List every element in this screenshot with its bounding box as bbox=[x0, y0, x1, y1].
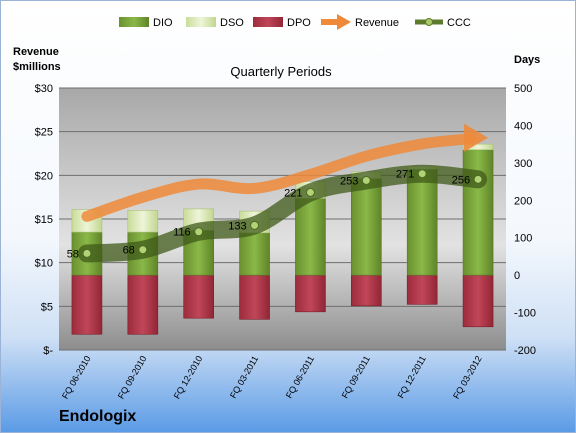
bar-dpo bbox=[295, 274, 326, 313]
right-tick-label: 500 bbox=[514, 83, 532, 95]
ccc-data-label: 271 bbox=[396, 169, 414, 181]
revenue-line bbox=[81, 133, 476, 222]
right-tick-label: 300 bbox=[514, 158, 532, 170]
left-tick-label: $30 bbox=[35, 83, 53, 95]
ccc-point bbox=[361, 175, 371, 185]
right-tick-label: -100 bbox=[514, 308, 536, 320]
x-axis: FQ 06-2010 FQ 09-2010 FQ 12-2010 FQ 03-2011… bbox=[60, 354, 484, 401]
bar-dpo bbox=[406, 274, 438, 305]
legend-label-dio: DIO bbox=[153, 17, 173, 29]
bar-dio bbox=[406, 168, 438, 276]
bar-dpo bbox=[183, 274, 214, 319]
right-axis-title: Days bbox=[514, 54, 540, 66]
x-tick-label: FQ 03-2012 bbox=[451, 354, 484, 401]
x-tick-label: FQ 09-2011 bbox=[340, 354, 372, 400]
right-axis: -200 -100 0 100 200 300 400 500 bbox=[514, 83, 536, 357]
bar-dpo bbox=[71, 274, 103, 335]
left-tick-label: $5 bbox=[41, 301, 53, 313]
bar-dio bbox=[239, 232, 270, 276]
revenue-series bbox=[81, 123, 489, 222]
ccc-data-label: 58 bbox=[67, 248, 79, 260]
left-axis-title-line1: Revenue bbox=[13, 46, 59, 58]
right-tick-label: 0 bbox=[514, 270, 520, 282]
bar-dpo bbox=[239, 274, 270, 320]
left-tick-label: $25 bbox=[35, 127, 53, 139]
bar-dso bbox=[462, 143, 494, 151]
bar-dpo bbox=[462, 274, 494, 328]
x-tick-label: FQ 12-2011 bbox=[396, 354, 428, 400]
company-name: Endologix bbox=[59, 408, 136, 425]
bar-dio bbox=[351, 178, 382, 276]
ccc-point bbox=[473, 174, 483, 184]
legend-label-dpo: DPO bbox=[287, 17, 311, 29]
bar-dpo bbox=[127, 274, 159, 335]
left-tick-label: $15 bbox=[35, 214, 53, 226]
ccc-data-label: 256 bbox=[452, 174, 470, 186]
bar-dpo bbox=[351, 274, 382, 307]
revenue-arrowhead bbox=[464, 123, 489, 152]
ccc-data-label: 221 bbox=[284, 187, 302, 199]
legend: DIO DSO DPO Revenue CCC bbox=[119, 14, 471, 30]
legend-swatch-dpo bbox=[253, 17, 283, 27]
ccc-point bbox=[417, 169, 427, 179]
legend-swatch-ccc bbox=[415, 18, 443, 26]
right-tick-label: 200 bbox=[514, 195, 532, 207]
ccc-point bbox=[82, 248, 92, 258]
right-tick-label: 100 bbox=[514, 233, 532, 245]
ccc-point bbox=[138, 245, 148, 255]
legend-label-revenue: Revenue bbox=[355, 17, 399, 29]
chart-title: Quarterly Periods bbox=[230, 64, 332, 79]
ccc-data-label: 116 bbox=[173, 227, 191, 239]
right-tick-label: 400 bbox=[514, 120, 532, 132]
bars bbox=[71, 143, 494, 335]
legend-swatch-revenue bbox=[321, 14, 351, 30]
legend-label-dso: DSO bbox=[220, 17, 244, 29]
x-tick-label: FQ 12-2010 bbox=[172, 354, 205, 401]
legend-swatch-dso bbox=[186, 17, 216, 27]
right-tick-label: -200 bbox=[514, 345, 536, 357]
ccc-line bbox=[77, 164, 488, 263]
ccc-point bbox=[250, 220, 260, 230]
legend-label-ccc: CCC bbox=[447, 17, 471, 29]
x-tick-label: FQ 06-2010 bbox=[60, 354, 93, 401]
ccc-series: 58 68 116 133 221 253 271 256 bbox=[67, 164, 488, 263]
ccc-point bbox=[305, 187, 315, 197]
ccc-point bbox=[194, 227, 204, 237]
x-tick-label: FQ 03-2011 bbox=[228, 354, 260, 400]
left-axis-title-line2: $millions bbox=[13, 61, 61, 73]
left-tick-label: $10 bbox=[35, 258, 53, 270]
legend-swatch-dio bbox=[119, 17, 149, 27]
bar-dso bbox=[127, 210, 159, 233]
x-tick-label: FQ 09-2010 bbox=[116, 354, 149, 401]
ccc-data-label: 133 bbox=[228, 220, 246, 232]
left-tick-label: $- bbox=[43, 345, 53, 357]
bar-dio bbox=[295, 198, 326, 276]
ccc-data-label: 253 bbox=[340, 175, 358, 187]
left-tick-label: $20 bbox=[35, 170, 53, 182]
bar-dio bbox=[462, 149, 494, 276]
x-tick-label: FQ 06-2011 bbox=[284, 354, 316, 400]
ccc-data-label: 68 bbox=[123, 245, 135, 257]
left-axis: $- $5 $10 $15 $20 $25 $30 bbox=[35, 83, 54, 357]
